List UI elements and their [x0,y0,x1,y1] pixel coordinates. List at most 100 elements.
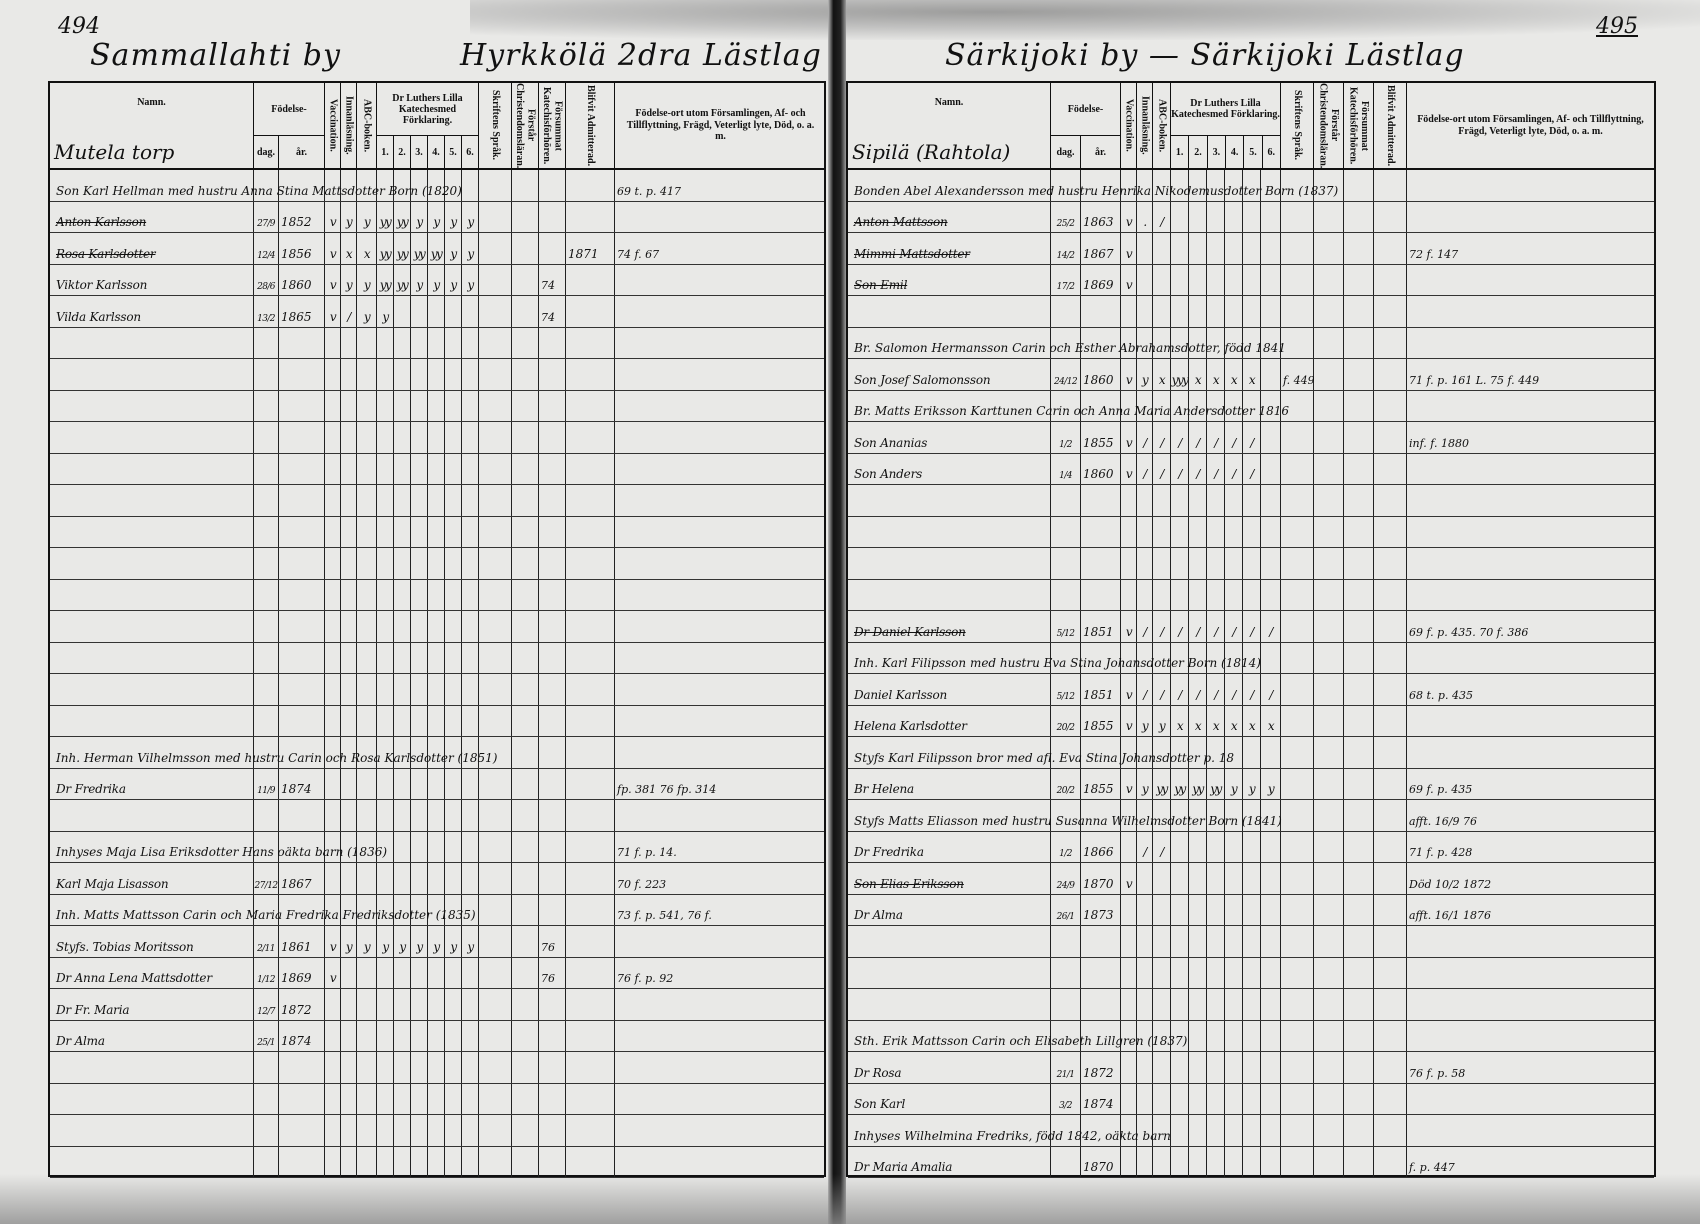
row-cell [615,359,826,390]
row-cell [1121,516,1137,547]
row-cell [512,579,539,610]
exam-mark: y [363,215,371,229]
person-name: Dr Fredrika [854,845,924,859]
row-cell [1344,453,1374,484]
exam-mark: y [416,939,423,954]
row-cell [1261,863,1281,894]
row-cell [1207,516,1225,547]
row-cell: / [1261,611,1281,642]
header-skrift: Skriftens Språk. [479,83,512,168]
row-cell [1225,579,1243,610]
household-head-line: Br. Salomon Hermansson Carin och Esther … [854,341,1286,355]
row-cell [479,611,512,642]
row-cell [411,989,428,1020]
remarks: f. p. 447 [1409,1161,1455,1174]
row-cell [1207,548,1225,579]
row-cell [357,831,377,862]
row-cell [1344,233,1374,264]
remarks: 72 f. 147 [1409,247,1459,261]
row-cell [357,327,377,358]
row-cell [394,422,411,453]
row-cell [394,579,411,610]
row-cell [394,170,411,201]
row-cell [428,768,445,799]
row-cell [1171,894,1189,925]
row-cell [539,170,566,201]
row-cell [1051,390,1081,421]
row-cell: yy [377,201,394,232]
row-cell [1344,737,1374,768]
birth-year: 1872 [281,1002,312,1017]
row-cell: / [1153,674,1171,705]
row-cell [566,831,615,862]
book-binding [828,0,846,1224]
row-cell [377,1146,394,1177]
row-cell: 1856 [279,233,325,264]
row-cell [1171,548,1189,579]
header-katekes-5: 5. [445,136,462,168]
row-cell: 21/1 [1051,1052,1081,1083]
row-cell [1243,894,1261,925]
row-cell [1281,894,1314,925]
row-cell [512,1052,539,1083]
register-row: Bonden Abel Alexandersson med hustru Hen… [848,170,1654,202]
row-cell [1171,737,1189,768]
row-cell [1281,1083,1314,1114]
row-cell: y [1137,359,1153,390]
row-cell [539,831,566,862]
row-cell [325,1083,341,1114]
register-row: Styfs Karl Filipsson bror med afl. Eva S… [848,737,1654,769]
row-cell [1344,642,1374,673]
row-cell [1314,1115,1344,1146]
row-cell [357,642,377,673]
row-cell: Mimmi Mattsdotter [848,233,1051,264]
birth-year: 1861 [281,939,312,954]
row-cell [1051,1146,1081,1177]
row-cell [254,831,279,862]
exam-mark: yy [1174,782,1186,796]
row-cell: / [1137,674,1153,705]
row-cell [445,1052,462,1083]
remarks: 71 f. p. 428 [1409,846,1473,859]
row-cell [325,170,341,201]
row-cell [1225,170,1243,201]
row-cell [1374,800,1407,831]
header-katekes-6: 6. [466,146,474,158]
row-cell [566,674,615,705]
exam-mark: / [1178,467,1182,481]
exam-mark: / [1232,687,1236,702]
row-cell: afft. 16/1 1876 [1407,895,1654,926]
row-cell [1225,201,1243,232]
row-cell [1261,264,1281,295]
header-katekes-group: Dr Luthers Lilla Katechesmed Förklaring.… [377,83,479,168]
row-cell [325,831,341,862]
row-cell [50,548,254,579]
row-cell [1207,1052,1225,1083]
row-cell: y [357,926,377,957]
exam-mark: y [363,278,371,292]
register-row: Son Karl 3/2 1874 [848,1083,1654,1115]
row-cell [445,422,462,453]
household-head-line: Styfs Matts Eliasson med hustru Susanna … [854,813,1282,828]
row-cell [539,422,566,453]
row-cell [512,926,539,957]
remarks: inf. f. 1880 [1409,436,1469,450]
header-fodelse: Födelse- [254,83,324,136]
row-cell: 20/2 [1051,768,1081,799]
row-cell [50,831,254,862]
exam-mark: / [1143,624,1147,639]
row-cell [254,170,279,201]
row-cell [615,1021,826,1052]
row-cell [539,359,566,390]
row-cell [1121,1115,1137,1146]
row-cell [377,485,394,516]
row-cell [512,390,539,421]
row-cell [1153,264,1171,295]
remarks: 69 t. p. 417 [617,184,681,198]
row-cell: y [428,201,445,232]
row-cell: Dr Fredrika [848,831,1051,862]
birth-day: 26/1 [1056,912,1075,922]
row-cell [357,863,377,894]
row-cell [377,863,394,894]
row-cell [1225,831,1243,862]
